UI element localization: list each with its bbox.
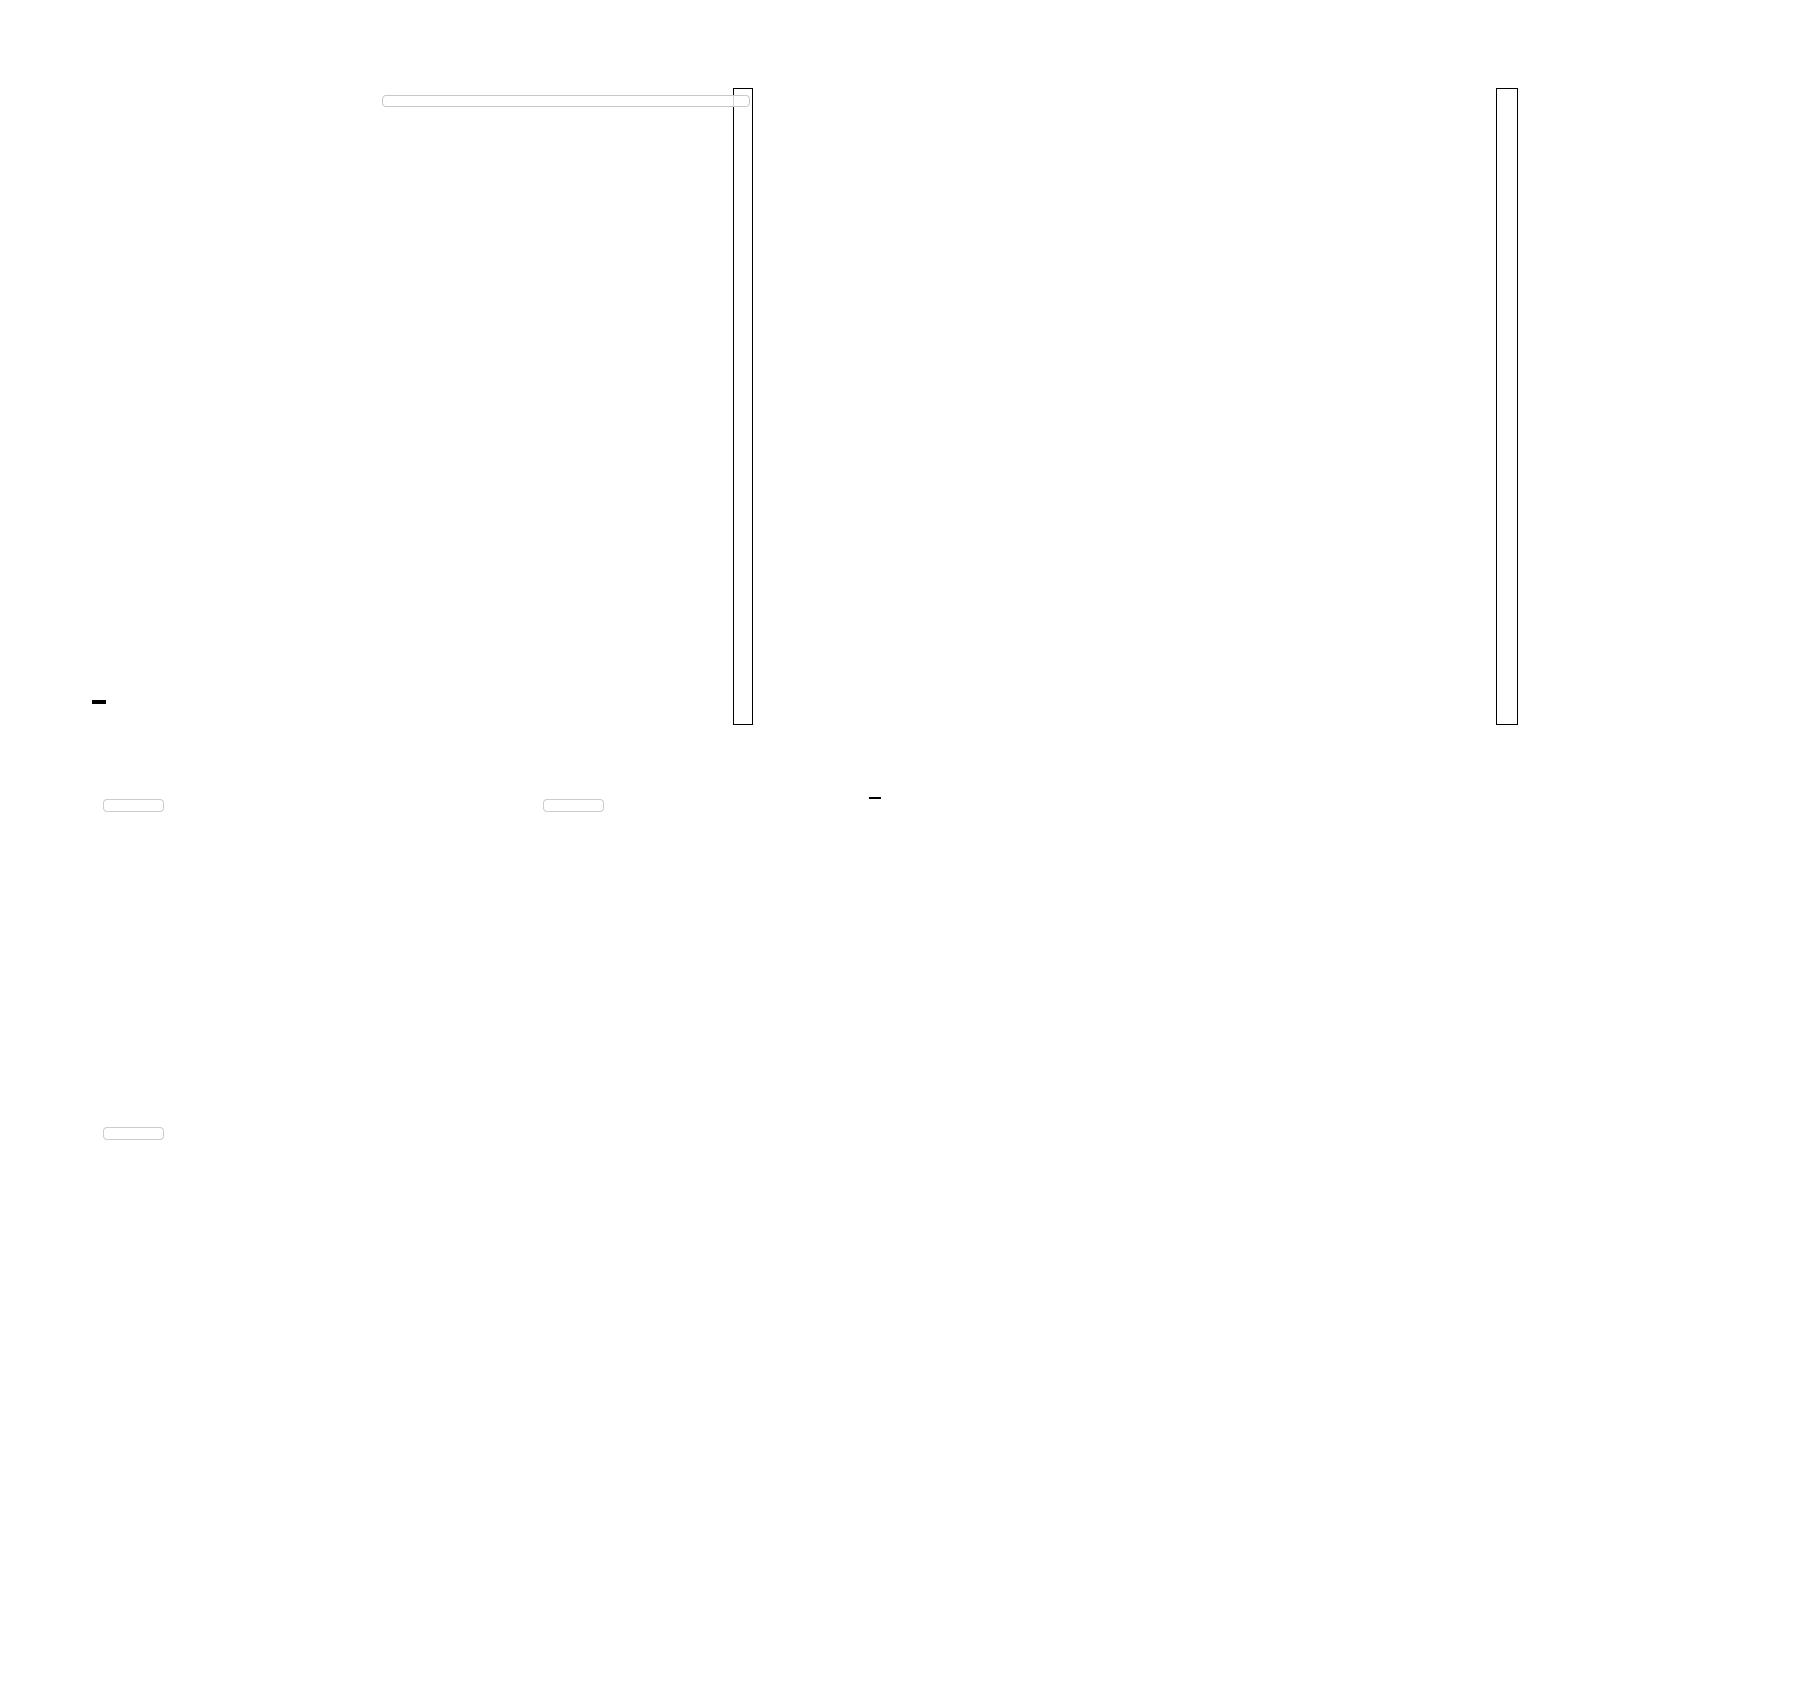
ace-line-sample <box>114 1132 144 1135</box>
ace-legend <box>103 1127 164 1140</box>
wind-line-sample <box>114 804 144 807</box>
grayscale-colorbar <box>733 88 753 725</box>
wind-legend <box>103 799 164 812</box>
copyright-label <box>92 700 106 704</box>
pressure-legend <box>543 799 604 812</box>
band14-color-satellite-map <box>855 88 1490 723</box>
color-colorbar <box>1496 88 1518 725</box>
band14-grayscale-satellite-map <box>91 88 729 723</box>
map-legend <box>382 95 750 107</box>
wmg-count-label <box>869 797 881 799</box>
pressure-line-sample <box>554 804 584 807</box>
wmg-pixel-map <box>855 785 1510 1437</box>
